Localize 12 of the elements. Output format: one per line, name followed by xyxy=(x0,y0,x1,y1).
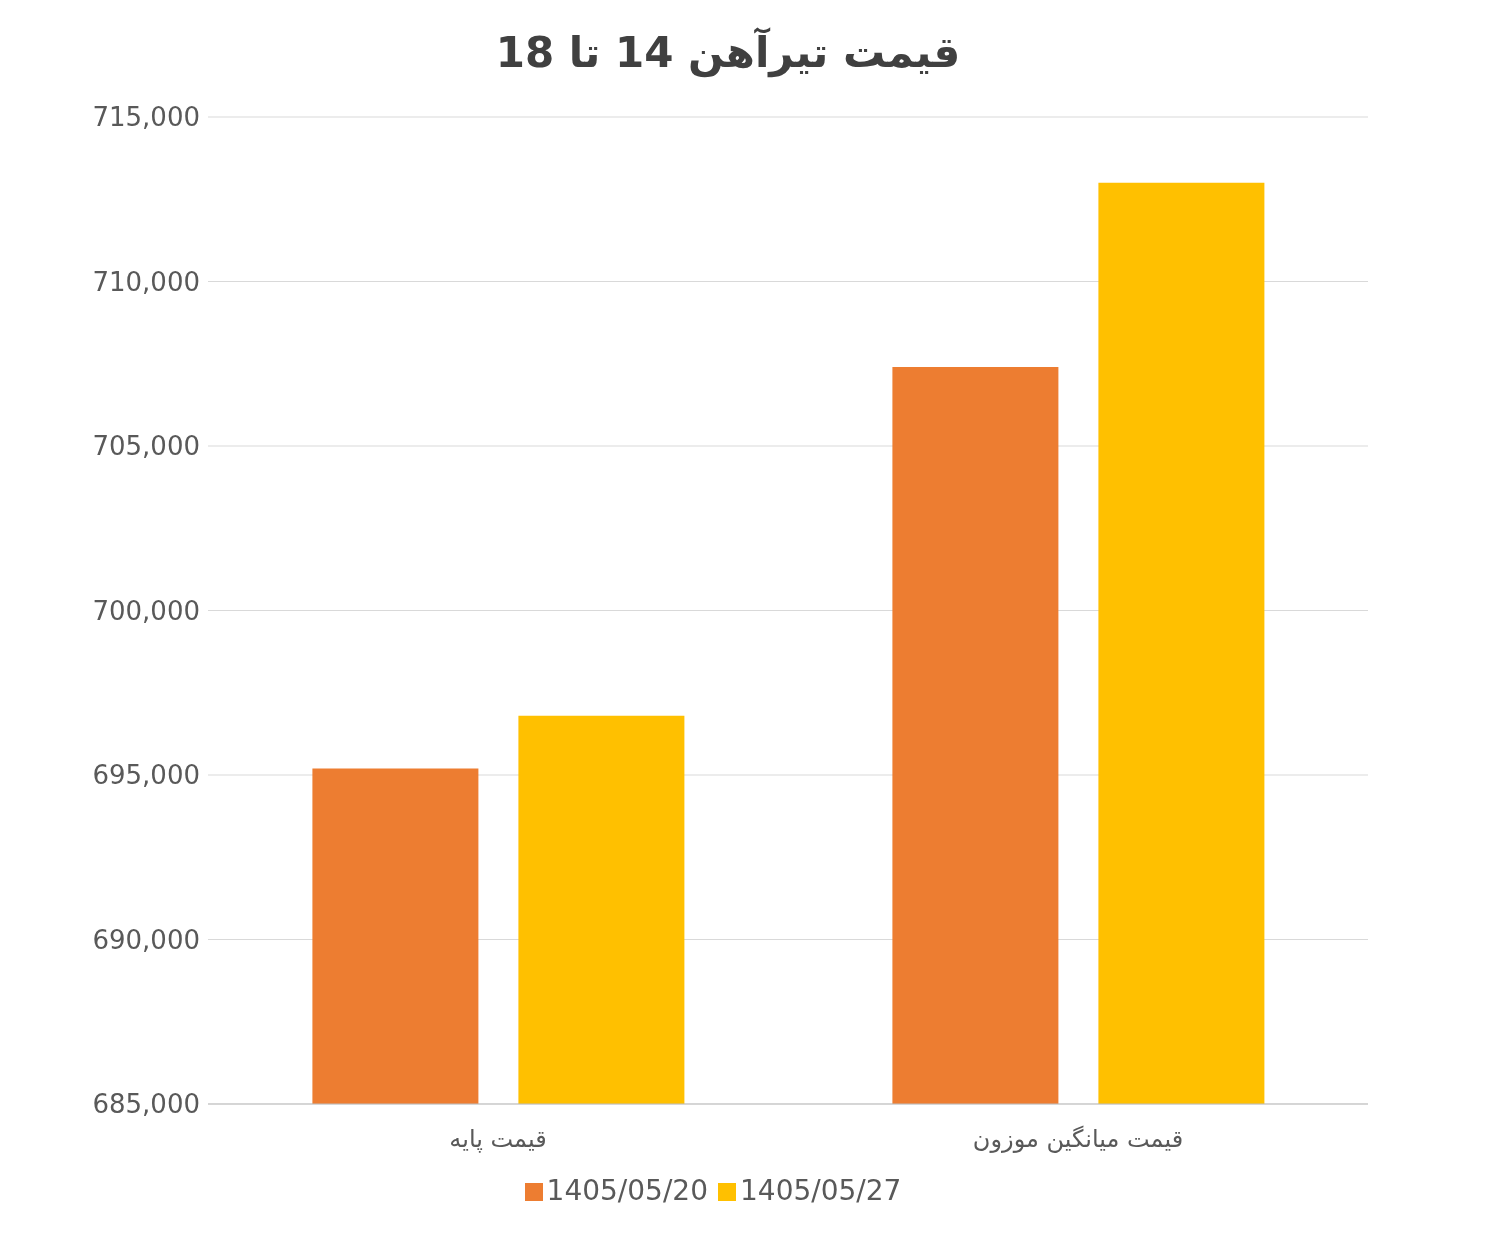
y-tick-label: 700,000 xyxy=(92,595,200,626)
y-tick-label: 715,000 xyxy=(92,102,200,133)
y-tick-label: 685,000 xyxy=(92,1089,200,1120)
y-tick-label: 695,000 xyxy=(92,760,200,791)
y-tick-label: 690,000 xyxy=(92,924,200,955)
chart-title: قیمت تیرآهن 14 تا 18 xyxy=(494,26,962,80)
y-tick-label: 705,000 xyxy=(92,431,200,462)
legend-label: 1405/05/27 xyxy=(740,1174,902,1207)
x-tick-label: قیمت پایه xyxy=(449,1125,547,1154)
legend-label: 1405/05/20 xyxy=(546,1174,708,1207)
x-tick-label: قیمت میانگین موزون xyxy=(972,1125,1184,1154)
y-tick-label: 710,000 xyxy=(92,266,200,297)
